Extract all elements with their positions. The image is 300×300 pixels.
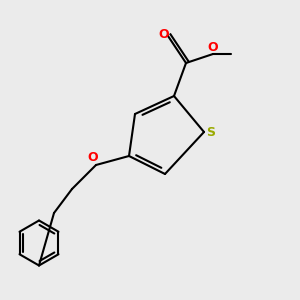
Text: O: O xyxy=(88,151,98,164)
Text: S: S xyxy=(206,125,215,139)
Text: O: O xyxy=(208,41,218,54)
Text: O: O xyxy=(158,28,169,41)
